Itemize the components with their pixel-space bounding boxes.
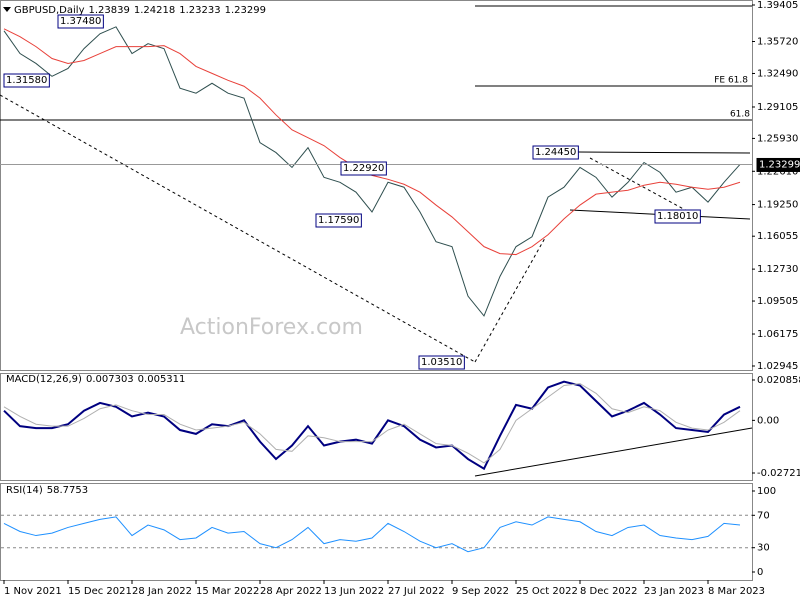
y-tick-label: 0	[757, 567, 763, 578]
x-tick-label: 25 Oct 2022	[516, 586, 578, 597]
price-annotation: 1.22920	[343, 163, 384, 174]
label-box	[418, 355, 465, 370]
watermark: ActionForex.com	[180, 315, 363, 340]
header-value: 1.23299	[225, 5, 266, 16]
header-value: 0.007303	[86, 374, 134, 385]
price-annotation: 1.03510	[421, 357, 462, 368]
x-tick-label: 15 Dec 2021	[68, 586, 132, 597]
price-panel	[0, 0, 753, 371]
macd-trend-line	[474, 427, 753, 477]
rsi-panel	[0, 483, 753, 581]
trend-line	[589, 157, 701, 219]
label-box	[532, 145, 579, 160]
x-tick-label: 28 Apr 2022	[260, 586, 322, 597]
y-tick-label: 0.00	[757, 415, 779, 426]
header-value: 1.23839	[89, 5, 130, 16]
label-box	[3, 73, 50, 88]
y-tick-label: 70	[757, 510, 770, 521]
y-tick-label: 1.16055	[757, 231, 798, 242]
x-tick-label: 13 Jun 2022	[324, 586, 384, 597]
trend-line	[0, 94, 476, 363]
y-tick-label: 1.09505	[757, 296, 798, 307]
label-box	[57, 14, 104, 29]
label-box	[340, 161, 387, 176]
y-tick-label: 1.19250	[757, 200, 798, 211]
x-tick-label: 15 Mar 2022	[196, 586, 259, 597]
header-arrow	[3, 7, 11, 12]
y-tick-label: 30	[757, 543, 770, 554]
y-tick-label: -0.027213	[757, 468, 800, 479]
y-tick-label: 1.39405	[757, 0, 798, 11]
series-line	[3, 380, 741, 471]
series-line	[3, 516, 741, 553]
price-label: 1.23299	[759, 159, 800, 170]
y-tick-label: 100	[757, 486, 776, 497]
label-box	[654, 209, 701, 224]
y-tick-label: 1.32490	[757, 68, 798, 79]
header-value: 58.7753	[47, 485, 88, 496]
x-tick-label: 9 Sep 2022	[452, 586, 509, 597]
panel-title: MACD(12,26,9)	[6, 374, 82, 385]
price-annotation: 1.37480	[60, 16, 101, 27]
fib-label: 61.8	[730, 110, 750, 120]
price-annotation: 1.18010	[657, 211, 698, 222]
x-tick-label: 8 Dec 2022	[580, 586, 638, 597]
price-annotation: 1.31580	[6, 75, 47, 86]
y-tick-label: 1.12730	[757, 264, 798, 275]
panel-title: RSI(14)	[6, 485, 43, 496]
x-tick-label: 8 Mar 2023	[708, 586, 765, 597]
y-tick-label: 1.29105	[757, 102, 798, 113]
series-line	[3, 383, 741, 464]
x-tick-label: 28 Jan 2022	[132, 586, 192, 597]
y-tick-label: 1.06175	[757, 329, 798, 340]
label-box	[315, 213, 362, 228]
panel-title: GBPUSD,Daily	[14, 5, 85, 16]
x-tick-label: 27 Jul 2022	[388, 586, 445, 597]
x-tick-label: 1 Nov 2021	[4, 586, 62, 597]
channel-line	[577, 151, 751, 154]
price-annotation: 1.24450	[535, 147, 576, 158]
header-value: 1.24218	[134, 5, 175, 16]
y-tick-label: 0.020858	[757, 375, 800, 386]
y-tick-label: 1.25930	[757, 133, 798, 144]
x-tick-label: 23 Jan 2023	[644, 586, 704, 597]
header-value: 1.23233	[179, 5, 220, 16]
header-value: 0.005311	[138, 374, 186, 385]
y-tick-label: 1.35720	[757, 36, 798, 47]
label-box	[756, 157, 800, 172]
y-tick-label: 1.02945	[757, 361, 798, 372]
price-annotation: 1.17590	[318, 215, 359, 226]
macd-panel	[0, 373, 753, 481]
fib-label: FE 61.8	[714, 76, 748, 86]
series-line	[3, 26, 741, 317]
